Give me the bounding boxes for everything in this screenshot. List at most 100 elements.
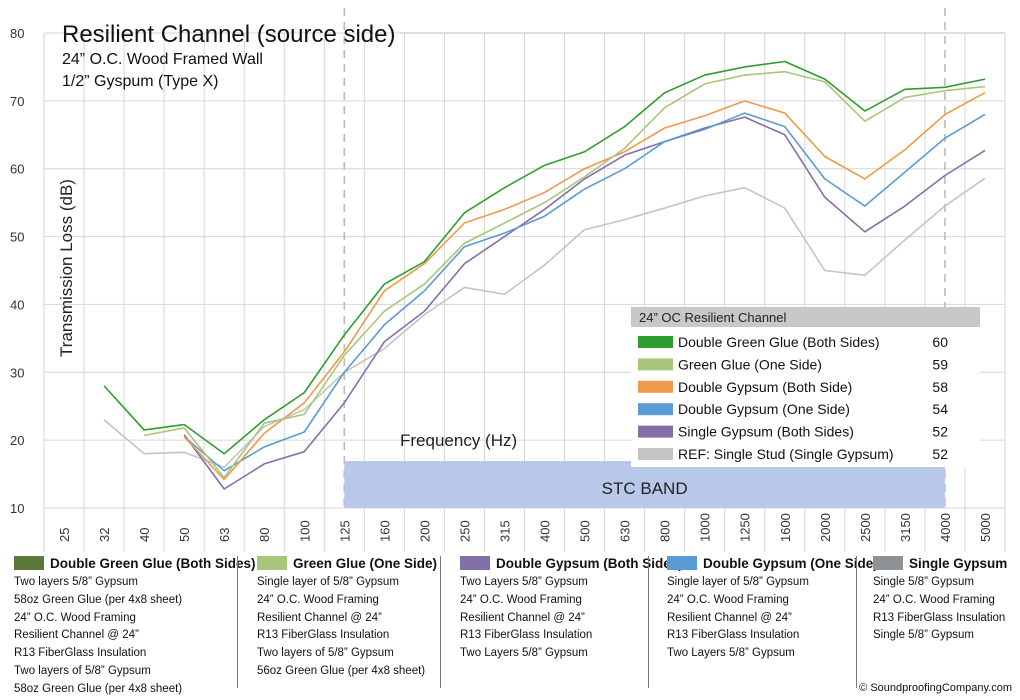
description-green-glue-one-side: Green Glue (One Side) Single layer of 5/… xyxy=(257,552,437,681)
series-line xyxy=(183,116,986,490)
chart-title: Resilient Channel (source side) xyxy=(62,21,396,48)
stc-band-label: STC BAND xyxy=(602,479,688,498)
x-tick-label: 3150 xyxy=(898,513,913,542)
description-divider xyxy=(648,556,649,688)
x-tick-label: 5000 xyxy=(978,513,993,542)
legend-label: Green Glue (One Side) xyxy=(678,356,822,372)
description-line: R13 FiberGlass Insulation xyxy=(873,611,1006,624)
legend-swatch xyxy=(638,448,673,460)
description-line: Resilient Channel @ 24” xyxy=(667,611,792,624)
y-tick-label: 10 xyxy=(10,501,24,516)
y-tick-label: 80 xyxy=(10,26,24,41)
series-line xyxy=(183,112,986,472)
description-swatch xyxy=(257,556,287,570)
description-line: Single layer of 5/8” Gypsum xyxy=(667,576,809,588)
series-line xyxy=(143,70,986,479)
description-line: 24” O.C. Wood Framing xyxy=(873,593,995,606)
x-axis-ticks: 25 32 40 50 63 80 100 125 160 200 250 315 400 500 630 8… xyxy=(57,513,993,542)
description-line: 58oz Green Glue (per 4x8 sheet) xyxy=(14,593,183,606)
y-tick-label: 30 xyxy=(10,365,24,380)
description-line: Resilient Channel @ 24” xyxy=(257,611,382,624)
legend-label: Double Gypsum (One Side) xyxy=(678,401,850,417)
legend-label: REF: Single Stud (Single Gypsum) xyxy=(678,446,894,462)
description-line: Two Layers 5/8” Gypsum xyxy=(460,576,588,588)
x-tick-label: 50 xyxy=(177,528,192,542)
x-tick-label: 80 xyxy=(257,528,272,542)
legend-stc-value: 60 xyxy=(932,334,948,350)
description-line: Two Layers 5/8” Gypsum xyxy=(460,647,588,660)
stc-band xyxy=(344,461,945,508)
description-header: Green Glue (One Side) xyxy=(257,552,437,574)
legend-swatch xyxy=(638,425,673,438)
x-tick-label: 1250 xyxy=(738,513,753,542)
description-line: 24” O.C. Wood Framing xyxy=(460,593,582,606)
description-title: Double Green Glue (Both Sides) xyxy=(50,555,256,571)
x-tick-label: 2500 xyxy=(858,513,873,542)
y-tick-label: 60 xyxy=(10,162,24,177)
description-line: 24” O.C. Wood Framing xyxy=(257,593,379,606)
description-line: R13 FiberGlass Insulation xyxy=(667,629,800,642)
description-swatch xyxy=(667,556,697,570)
x-axis-label: Frequency (Hz) xyxy=(400,431,517,450)
x-tick-label: 250 xyxy=(457,520,472,542)
legend-swatch xyxy=(638,336,673,348)
x-tick-label: 160 xyxy=(377,520,392,542)
description-double-gypsum-one: Double Gypsum (One Side) Single layer of… xyxy=(667,552,878,663)
chart-subtitle-2: 1/2” Gyspum (Type X) xyxy=(62,73,219,90)
series-layer xyxy=(103,60,986,490)
description-line: Two layers of 5/8” Gypsum xyxy=(14,664,151,677)
legend-swatch xyxy=(638,380,673,393)
description-swatch xyxy=(460,556,490,570)
x-tick-label: 1000 xyxy=(698,513,713,542)
description-swatch xyxy=(14,556,44,570)
legend: 24” OC Resilient Channel Double Green Gl… xyxy=(631,307,980,467)
description-double-green-glue: Double Green Glue (Both Sides) Two layer… xyxy=(14,552,256,699)
x-tick-label: 63 xyxy=(217,528,232,542)
description-swatch xyxy=(873,556,903,570)
descriptions-panel: Double Green Glue (Both Sides) Two layer… xyxy=(0,552,1020,700)
description-divider xyxy=(440,556,441,688)
chart-subtitle-1: 24” O.C. Wood Framed Wall xyxy=(62,51,263,68)
legend-title: 24” OC Resilient Channel xyxy=(639,310,787,325)
x-tick-label: 500 xyxy=(578,520,593,542)
y-axis-ticks: 10 20 30 40 50 60 70 80 xyxy=(10,26,24,516)
y-tick-label: 70 xyxy=(10,94,24,109)
legend-stc-value: 59 xyxy=(932,356,948,372)
legend-label: Double Green Glue (Both Sides) xyxy=(678,334,880,350)
x-tick-label: 1600 xyxy=(778,513,793,542)
y-tick-label: 50 xyxy=(10,230,24,245)
description-double-gypsum-both: Double Gypsum (Both Sides) Two Layers 5/… xyxy=(460,552,683,663)
description-title: Single Gypsum xyxy=(909,555,1008,571)
description-line: 24” O.C. Wood Framing xyxy=(14,611,136,624)
description-line: Single layer of 5/8” Gypsum xyxy=(257,576,399,588)
legend-swatch xyxy=(638,358,673,371)
x-tick-label: 100 xyxy=(297,520,312,542)
y-tick-label: 40 xyxy=(10,297,24,312)
description-line: R13 FiberGlass Insulation xyxy=(257,629,390,642)
legend-stc-value: 54 xyxy=(932,401,948,417)
description-title: Double Gypsum (One Side) xyxy=(703,555,878,571)
description-header: Double Gypsum (One Side) xyxy=(667,552,878,574)
x-tick-label: 200 xyxy=(417,520,432,542)
description-line: Resilient Channel @ 24” xyxy=(14,629,139,642)
description-line: Two layers of 5/8” Gypsum xyxy=(257,647,394,660)
description-title: Green Glue (One Side) xyxy=(293,555,438,571)
x-tick-label: 400 xyxy=(538,520,553,542)
description-line: Two layers 5/8” Gypsum xyxy=(14,576,138,588)
description-line: 58oz Green Glue (per 4x8 sheet) xyxy=(14,682,183,695)
x-tick-label: 40 xyxy=(137,528,152,542)
legend-body xyxy=(631,327,980,467)
y-axis-label: Transmission Loss (dB) xyxy=(57,179,76,357)
x-tick-label: 315 xyxy=(497,520,512,542)
x-tick-label: 32 xyxy=(97,528,112,542)
legend-swatch xyxy=(638,403,673,416)
description-line: Resilient Channel @ 24” xyxy=(460,611,585,624)
description-divider xyxy=(856,556,857,688)
description-header: Double Green Glue (Both Sides) xyxy=(14,552,256,574)
legend-stc-value: 52 xyxy=(932,446,948,462)
description-line: 56oz Green Glue (per 4x8 sheet) xyxy=(257,664,426,677)
x-tick-label: 630 xyxy=(618,520,633,542)
description-header: Double Gypsum (Both Sides) xyxy=(460,552,683,574)
copyright: © SoundproofingCompany.com xyxy=(859,682,1012,694)
